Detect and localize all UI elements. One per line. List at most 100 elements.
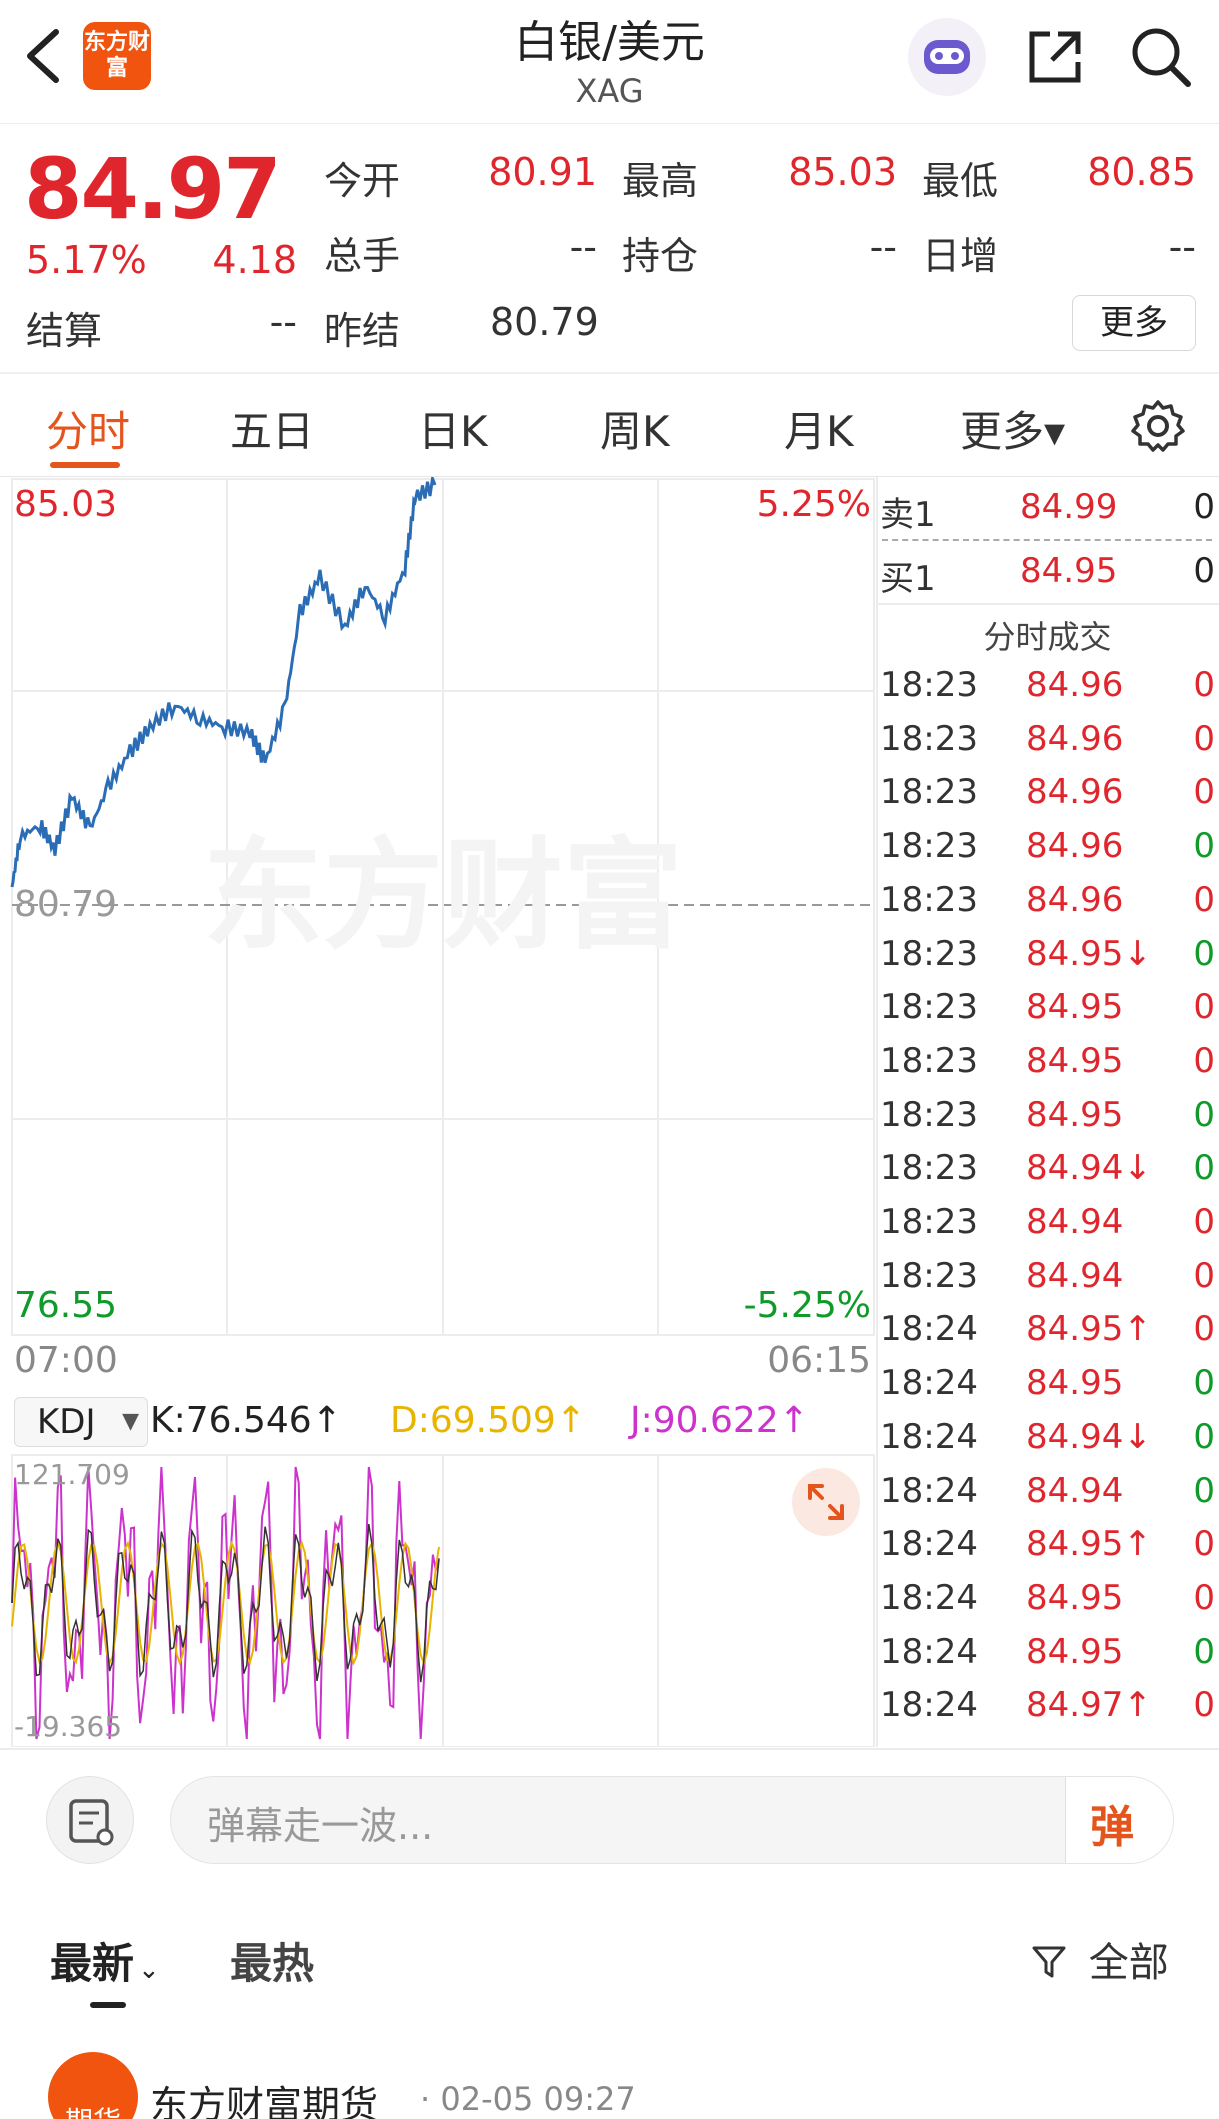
indicator-selector[interactable]: KDJ ▼: [14, 1397, 148, 1447]
trade-time: 18:24: [880, 1363, 978, 1404]
trade-row: 18:23 84.94 0: [876, 1256, 1219, 1310]
intraday-chart: 东方财富: [10, 477, 875, 1747]
trade-time: 18:23: [880, 1255, 978, 1296]
trade-time: 18:23: [880, 987, 978, 1028]
trade-time: 18:23: [880, 1094, 978, 1135]
trade-row: 18:23 84.96 0: [876, 880, 1219, 934]
trade-row: 18:24 84.95↑ 0: [876, 1309, 1219, 1363]
trade-price: 84.95: [1026, 1040, 1124, 1081]
trade-row: 18:23 84.94↓ 0: [876, 1148, 1219, 1202]
trade-row: 18:24 84.95↑ 0: [876, 1524, 1219, 1578]
trade-volume: 0: [1193, 718, 1215, 759]
trade-volume: 0: [1193, 987, 1215, 1028]
more-quote-button[interactable]: 更多: [1072, 295, 1196, 351]
trade-time: 18:24: [880, 1416, 978, 1457]
watermark: 东方财富: [203, 827, 683, 966]
feed-filter[interactable]: 全部: [1030, 1930, 1169, 1988]
trade-price: 84.95: [1026, 1577, 1124, 1618]
volume-label: 总手: [324, 234, 401, 278]
trade-volume: 0: [1193, 772, 1215, 813]
trade-row: 18:23 84.96 0: [876, 772, 1219, 826]
last-price: 84.97: [24, 140, 282, 238]
y-axis-min: 76.55: [14, 1285, 118, 1326]
chevron-down-icon: ⌄: [138, 1955, 160, 1985]
trade-time: 18:23: [880, 1202, 978, 1242]
gear-icon[interactable]: [1130, 398, 1186, 454]
daily-increase-value: --: [1168, 225, 1196, 269]
trade-price: 84.94: [1026, 1470, 1124, 1511]
trade-time: 18:24: [880, 1577, 978, 1618]
feed-tab-latest[interactable]: 最新 ⌄: [50, 1939, 160, 1988]
open-label: 今开: [324, 159, 401, 203]
notes-icon: [69, 1799, 114, 1846]
trade-price: 84.96: [1026, 826, 1124, 867]
trade-price: 84.96: [1026, 718, 1124, 759]
tab-daily-k[interactable]: 日K: [418, 407, 488, 456]
open-interest-value: --: [869, 225, 897, 269]
post-time: · 02-05 09:27: [420, 2080, 636, 2118]
ai-assistant-icon[interactable]: [908, 18, 986, 96]
bid-volume: 0: [1193, 551, 1215, 591]
trade-volume: 0: [1193, 1148, 1215, 1189]
danmu-send-button[interactable]: 弹: [1065, 1777, 1173, 1863]
ask-row: 卖1 84.99 0: [876, 487, 1219, 541]
high-value: 85.03: [788, 150, 897, 194]
high-label: 最高: [622, 159, 699, 203]
prev-settle-label: 昨结: [324, 309, 401, 353]
instrument-title: 白银/美元: [514, 17, 705, 68]
expand-chart-button[interactable]: [792, 1468, 860, 1536]
trade-volume: 0: [1193, 1470, 1215, 1511]
low-label: 最低: [922, 159, 999, 203]
trade-time: 18:23: [880, 665, 978, 705]
expand-icon: [808, 1484, 844, 1520]
kdj-j-line: [11, 1466, 440, 1740]
y-axis-max: 85.03: [14, 484, 118, 525]
trade-time: 18:23: [880, 879, 978, 920]
trade-volume: 0: [1193, 826, 1215, 867]
post-author[interactable]: 东方财富期货: [150, 2083, 379, 2119]
trade-price: 84.96: [1026, 665, 1124, 705]
trade-time: 18:23: [880, 718, 978, 759]
trade-time: 18:24: [880, 1685, 978, 1726]
search-icon[interactable]: [1128, 24, 1194, 90]
kdj-axis-max: 121.709: [14, 1458, 130, 1491]
notes-button[interactable]: [46, 1776, 134, 1864]
trade-volume: 0: [1193, 1094, 1215, 1135]
ask-label: 卖1: [880, 495, 936, 535]
bid-label: 买1: [880, 559, 936, 599]
trade-price: 84.95: [1026, 1363, 1124, 1404]
trade-row: 18:23 84.95↓ 0: [876, 934, 1219, 988]
trade-volume: 0: [1193, 1040, 1215, 1081]
trade-volume: 0: [1193, 879, 1215, 920]
tab-intraday[interactable]: 分时: [46, 407, 131, 456]
trade-price: 84.94: [1026, 1202, 1124, 1242]
trade-row: 18:24 84.97↑ 0: [876, 1685, 1219, 1739]
pct-axis-max: 5.25%: [756, 484, 871, 525]
trade-price: 84.95↑: [1026, 1309, 1152, 1350]
trade-row: 18:23 84.94 0: [876, 1202, 1219, 1256]
back-arrow-icon[interactable]: [20, 26, 70, 86]
share-icon[interactable]: [1024, 26, 1086, 88]
feed-tab-hot[interactable]: 最热: [230, 1939, 315, 1988]
trade-price: 84.95: [1026, 1631, 1124, 1672]
ask-price: 84.99: [1020, 487, 1118, 527]
trade-row: 18:23 84.95 0: [876, 987, 1219, 1041]
trade-time: 18:23: [880, 1148, 978, 1189]
tab-monthly-k[interactable]: 月K: [784, 407, 854, 456]
tab-weekly-k[interactable]: 周K: [600, 407, 670, 456]
tab-five-day[interactable]: 五日: [230, 407, 315, 456]
trade-price: 84.94↓: [1026, 1148, 1152, 1189]
order-book: 卖1 84.99 0 买1 84.95 0 分时成交 18:23 84.96 0 18…: [876, 477, 1219, 1747]
danmu-placeholder: 弹幕走一波...: [207, 1804, 434, 1848]
tab-more[interactable]: 更多▾: [960, 407, 1066, 456]
kdj-axis-min: -19.365: [14, 1710, 123, 1743]
divider: [0, 1748, 1219, 1750]
trade-time: 18:23: [880, 826, 978, 867]
trade-time: 18:24: [880, 1524, 978, 1565]
trade-volume: 0: [1193, 1577, 1215, 1618]
avatar[interactable]: 期货: [48, 2052, 138, 2119]
trade-price: 84.95↓: [1026, 933, 1152, 974]
danmu-input[interactable]: 弹幕走一波... 弹: [170, 1776, 1174, 1864]
trades-header: 分时成交: [983, 618, 1112, 656]
trade-volume: 0: [1193, 665, 1215, 705]
